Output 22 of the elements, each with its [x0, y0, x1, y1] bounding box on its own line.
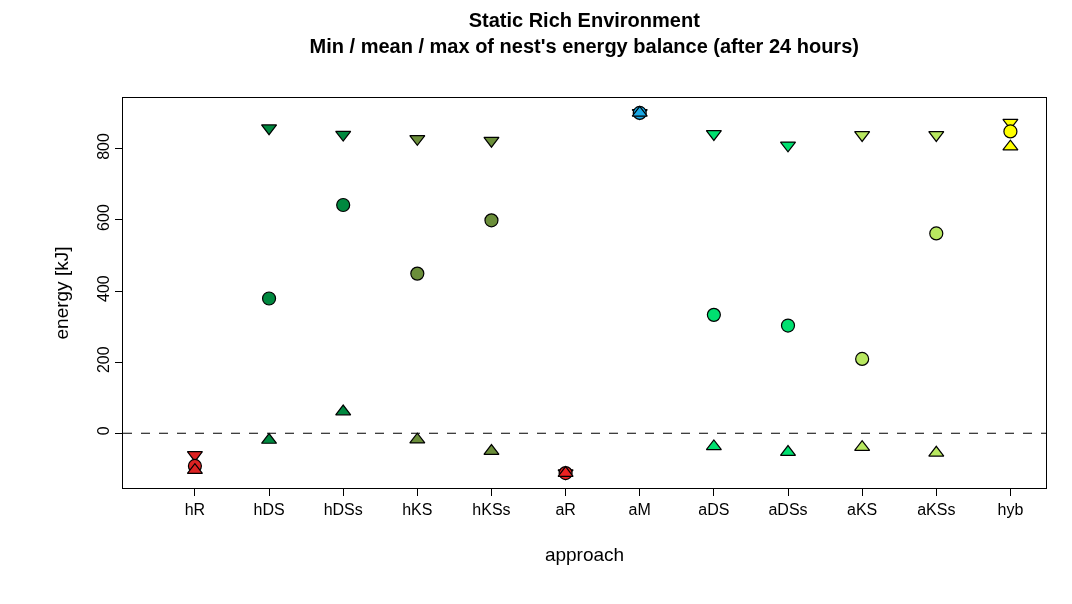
- y-axis-title: energy [kJ]: [51, 246, 73, 340]
- y-tick-label: 200: [94, 346, 112, 374]
- point: [1003, 124, 1018, 139]
- x-tick-label: aM: [628, 501, 651, 519]
- x-tick-label: hDSs: [323, 501, 363, 519]
- x-tick-label: aR: [555, 501, 576, 519]
- x-tick-label: aKSs: [917, 501, 956, 519]
- x-tick-label: hR: [184, 501, 206, 519]
- x-tick-label: hyb: [997, 501, 1024, 519]
- x-tick-label: hDS: [253, 501, 285, 519]
- y-tick-label: 600: [94, 204, 112, 231]
- x-tick-label: aDS: [698, 501, 730, 519]
- y-tick-label: 800: [94, 132, 112, 160]
- x-tick-label: hKSs: [472, 501, 511, 519]
- y-tick-label: 400: [94, 275, 112, 302]
- x-axis-title: approach: [544, 544, 625, 566]
- chart-title: Static Rich Environment Min / mean / max of nest's energy balance (after 24 hours): [309, 9, 859, 58]
- x-tick-label: hKS: [402, 501, 433, 519]
- x-tick-label: aDSs: [768, 501, 808, 519]
- x-tick-label: aKS: [847, 501, 878, 519]
- y-tick-label: 0: [94, 426, 112, 436]
- point: [557, 465, 574, 477]
